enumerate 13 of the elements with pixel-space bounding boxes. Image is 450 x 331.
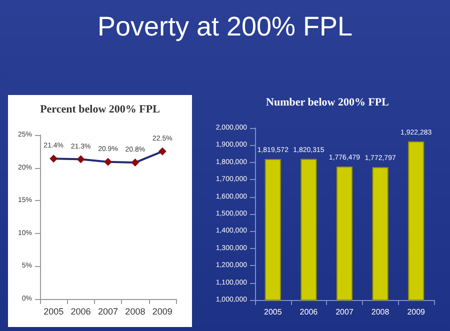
x-tick-label: 2008 bbox=[125, 306, 146, 316]
chart-title: Percent below 200% FPL bbox=[40, 104, 160, 116]
x-tick-label: 2009 bbox=[152, 306, 172, 316]
chart-title: Number below 200% FPL bbox=[266, 96, 389, 108]
x-tick-label: 2009 bbox=[407, 308, 426, 316]
x-tick-label: 2006 bbox=[70, 306, 91, 316]
x-tick-label: 2008 bbox=[371, 308, 390, 316]
x-tick-label: 2007 bbox=[98, 306, 118, 316]
x-tick-label: 2005 bbox=[44, 306, 64, 316]
x-tick-label: 2005 bbox=[264, 308, 282, 316]
text: Poverty at 200% FPL bbox=[97, 12, 353, 42]
x-tick-label: 2007 bbox=[336, 308, 354, 316]
x-tick-label: 2006 bbox=[300, 308, 318, 316]
